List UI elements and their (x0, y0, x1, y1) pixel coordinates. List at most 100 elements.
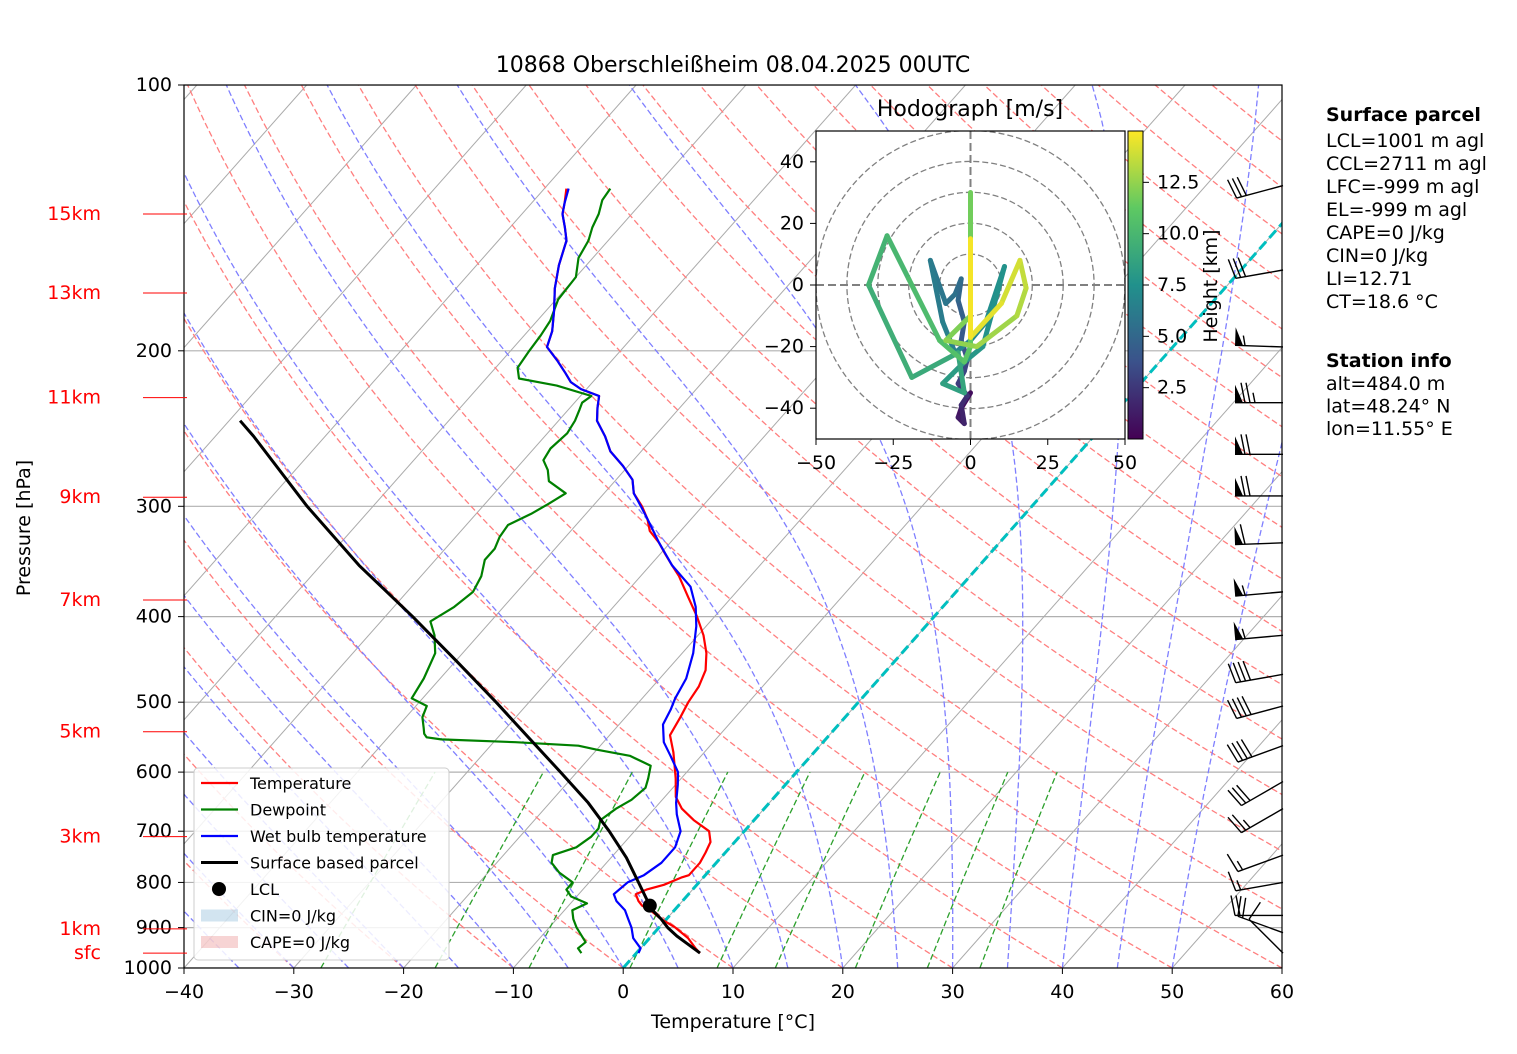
wind-barb (1227, 808, 1284, 834)
wind-barb-full (1227, 871, 1237, 892)
legend-label: CAPE=0 J/kg (250, 933, 350, 952)
hodograph-segment (958, 402, 967, 427)
hodograph-x-tick-label: 25 (1036, 452, 1060, 474)
hodograph-segment (909, 350, 961, 380)
wind-barb-full (1237, 895, 1242, 917)
hodograph-x-tick-label: 0 (964, 452, 976, 474)
chart-title: 10868 Oberschleißheim 08.04.2025 00UTC (496, 53, 971, 78)
wind-barb-staff (1248, 918, 1284, 954)
mixing-ratio-line (854, 771, 941, 968)
hodograph-segment (943, 313, 973, 343)
y-tick-label: 300 (136, 495, 172, 517)
wind-barb-full (1241, 897, 1247, 919)
legend-label: Dewpoint (250, 801, 326, 820)
wind-barb (1237, 895, 1284, 934)
wind-barb-full (1226, 699, 1238, 719)
surface-parcel-line: EL=-999 m agl (1326, 199, 1467, 221)
legend: Temperature Dewpoint Wet bulb temperature S… (193, 767, 450, 961)
dry-adiabat (184, 539, 624, 968)
wind-barb-staff (1235, 269, 1284, 280)
station-info-title: Station info (1326, 350, 1452, 372)
hodograph-segment (1017, 257, 1029, 291)
mixing-ratio-line (528, 771, 633, 968)
mixing-ratio-line (774, 771, 866, 968)
height-label: 13km (47, 282, 101, 304)
wind-barb-full (1226, 179, 1238, 199)
dry-adiabat (243, 85, 1173, 968)
legend-label: Temperature (249, 774, 351, 793)
hodograph-y-tick-label: 0 (792, 274, 804, 296)
isotherm-line (184, 85, 747, 721)
wind-barb (1235, 327, 1284, 348)
wind-barb-flag (1234, 526, 1244, 545)
wind-barb (1248, 901, 1284, 954)
surface-parcel-line: CCL=2711 m agl (1326, 153, 1487, 175)
wind-barb-staff (1241, 780, 1284, 807)
surface-parcel-title: Surface parcel (1326, 104, 1481, 126)
height-label: 11km (47, 387, 101, 409)
wind-barb-full (1235, 895, 1241, 916)
hodograph-segment (943, 337, 980, 350)
lcl-marker (642, 898, 657, 913)
wind-barb (1227, 871, 1284, 892)
wind-barb (1235, 382, 1283, 404)
moist-adiabat (456, 85, 899, 968)
wind-barb-full (1236, 784, 1251, 802)
hodograph-segment (980, 264, 1007, 350)
colorbar-label: Height [km] (1200, 229, 1222, 342)
wind-barb-half (1241, 585, 1246, 596)
wind-barbs (1226, 176, 1284, 954)
x-tick-label: 10 (721, 981, 745, 1003)
hodograph-segment (884, 233, 912, 282)
wind-barb-full (1227, 259, 1237, 279)
wind-barb (1226, 176, 1284, 199)
colorbar-tick-label: 10.0 (1157, 223, 1199, 245)
legend-label: Wet bulb temperature (250, 827, 427, 846)
legend-label: LCL (250, 880, 279, 899)
dewpoint-line (410, 187, 652, 954)
hodograph-segment (866, 282, 915, 380)
hodograph-segment (927, 257, 946, 325)
hodograph: Hodograph [m/s] −50 −25 0 25 50 40 20 0 −20 −40 2… (764, 97, 1222, 474)
mixing-ratio-line (434, 771, 544, 968)
wind-barb-full (1232, 258, 1242, 278)
isotherm-line (1062, 719, 1282, 968)
dry-adiabat (300, 85, 1282, 968)
temperature-line (545, 188, 712, 954)
wind-barb-full (1226, 853, 1239, 872)
wind-barb-flag (1235, 327, 1244, 346)
wind-barb-staff (1236, 184, 1284, 199)
hodograph-y-tick-label: 20 (780, 212, 804, 234)
height-label: 3km (59, 826, 101, 848)
y-axis-label: Pressure [hPa] (13, 460, 35, 596)
dry-adiabat (184, 317, 844, 968)
wind-barb (1235, 475, 1283, 497)
wind-barb (1226, 695, 1284, 720)
legend-label: Surface based parcel (250, 854, 419, 873)
mixing-ratio-line (926, 771, 1009, 968)
surface-parcel-line: LI=12.71 (1326, 268, 1413, 290)
wind-barb (1227, 257, 1284, 280)
wind-barb-full (1226, 744, 1239, 763)
wind-barb-full (1231, 698, 1243, 718)
colorbar-tick-label: 2.5 (1157, 377, 1187, 399)
wind-barb-flag (1235, 477, 1243, 496)
hodograph-x-tick-label: 50 (1113, 452, 1137, 474)
hodograph-y-tick-label: −20 (764, 336, 804, 358)
surface-parcel-line: CT=18.6 °C (1326, 291, 1438, 313)
x-tick-label: −30 (274, 981, 314, 1003)
height-label: 7km (59, 589, 101, 611)
wind-barb-full (1231, 787, 1247, 804)
x-axis-label: Temperature [°C] (650, 1011, 815, 1033)
wind-barb-staff (1237, 744, 1284, 763)
wind-barb-full (1245, 382, 1251, 403)
x-tick-label: −20 (384, 981, 424, 1003)
x-tick-label: −10 (493, 981, 533, 1003)
y-tick-label: 200 (136, 340, 172, 362)
wetbulb-line (545, 188, 698, 954)
dry-adiabat (756, 85, 1282, 529)
wind-barb-full (1245, 475, 1251, 497)
moist-adiabat (184, 171, 734, 968)
legend-swatch (201, 936, 238, 948)
